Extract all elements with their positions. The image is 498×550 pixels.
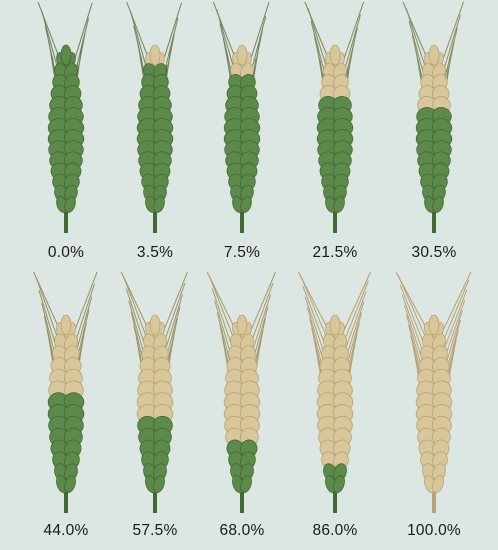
healthy-spikelet (240, 196, 252, 213)
stem (153, 205, 157, 233)
healthy-spikelet (333, 475, 345, 494)
spike-panel (107, 0, 203, 240)
spike-tip (428, 44, 440, 66)
healthy-spikelet (64, 196, 76, 213)
wheat-spike-image (120, 271, 188, 513)
healthy-spikelet (432, 196, 444, 213)
severity-label: 21.5% (312, 244, 358, 261)
spike-panel (194, 0, 290, 240)
severity-label: 68.0% (219, 522, 265, 539)
spike-tip (149, 314, 161, 336)
stem (333, 485, 337, 513)
spike-panel (287, 0, 383, 240)
spike-tip (149, 44, 161, 66)
severity-label: 86.0% (312, 522, 358, 539)
spike-panel (287, 270, 383, 520)
wheat-spike-image (297, 271, 371, 513)
spike-tip (60, 314, 72, 336)
severity-label: 57.5% (132, 522, 178, 539)
spike-panel (18, 270, 114, 520)
stem (333, 205, 337, 233)
spike-tip (329, 314, 341, 336)
spike-panel (386, 0, 482, 240)
spike-tip (236, 314, 248, 336)
stem (432, 205, 436, 233)
severity-label: 44.0% (43, 522, 89, 539)
spike-panel (107, 270, 203, 520)
wheat-spike-image (212, 1, 270, 233)
wheat-spike-image (33, 271, 98, 513)
severity-label: 30.5% (411, 244, 457, 261)
stem (64, 205, 68, 233)
healthy-spikelet (153, 475, 165, 494)
wheat-spike-image (402, 1, 464, 233)
stem (240, 205, 244, 233)
severity-label: 0.0% (47, 244, 85, 261)
healthy-spikelet (240, 475, 252, 494)
severity-label: 100.0% (407, 522, 461, 539)
spike-panel (386, 270, 482, 520)
wheat-spike-image (126, 1, 183, 233)
spike-tip (428, 314, 440, 336)
spike-panel (18, 0, 114, 240)
spike-tip (236, 44, 248, 66)
healthy-spikelet (64, 475, 76, 494)
stem (240, 485, 244, 513)
healthy-spikelet (333, 196, 345, 213)
spike-tip (60, 44, 72, 66)
wheat-spike-image (206, 271, 277, 513)
diseased-spikelet (432, 475, 444, 494)
wheat-spike-image (37, 1, 93, 233)
severity-label: 3.5% (136, 244, 174, 261)
wheat-spike-image (395, 271, 472, 513)
wheat-spike-image (304, 1, 365, 233)
stem (432, 485, 436, 513)
stem (64, 485, 68, 513)
spike-tip (329, 44, 341, 66)
healthy-spikelet (153, 196, 165, 213)
spike-panel (194, 270, 290, 520)
stem (153, 485, 157, 513)
severity-label: 7.5% (223, 244, 261, 261)
